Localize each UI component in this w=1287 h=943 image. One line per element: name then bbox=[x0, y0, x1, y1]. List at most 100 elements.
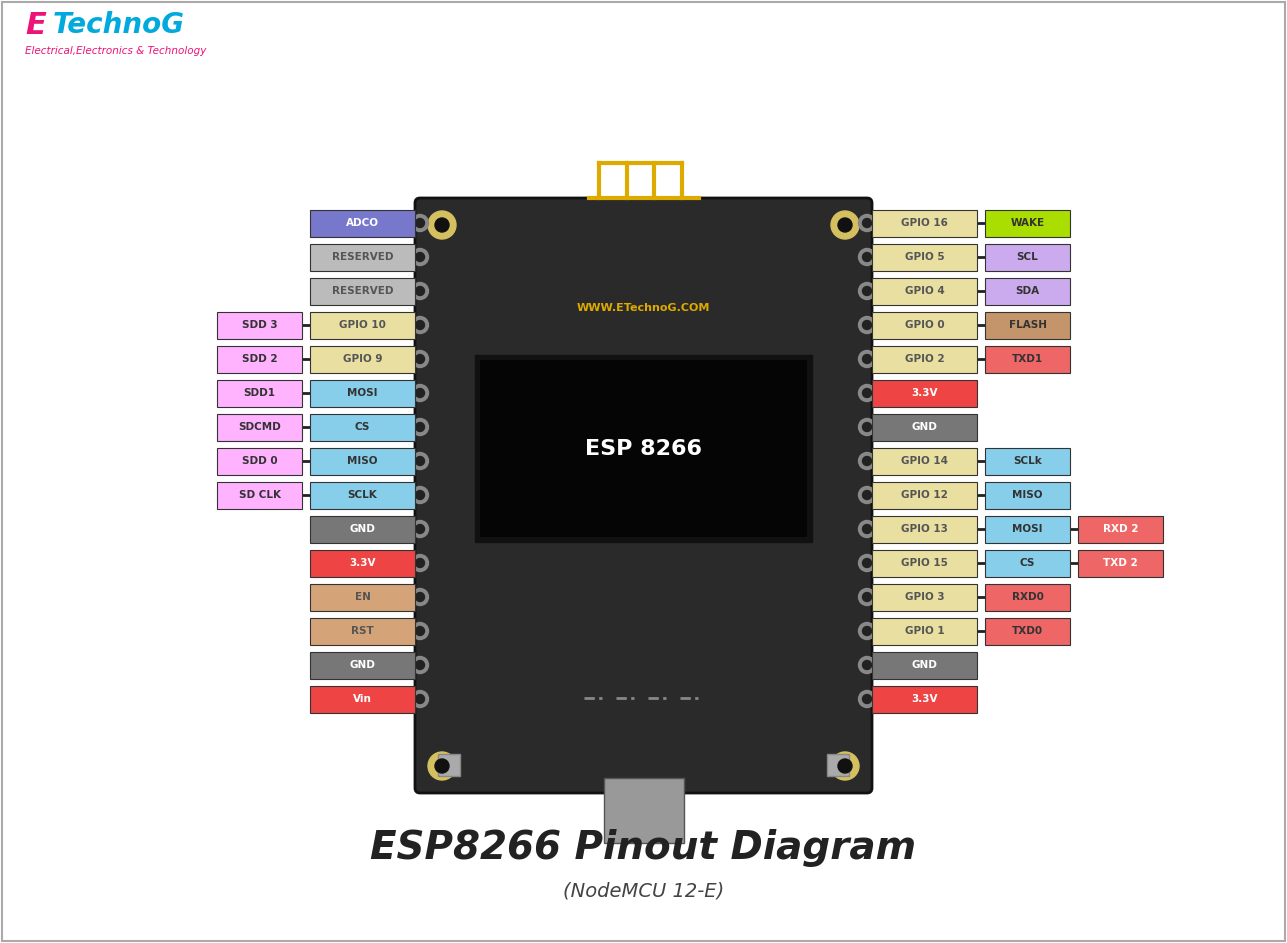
Text: ESP8266 Pinout Diagram: ESP8266 Pinout Diagram bbox=[371, 829, 916, 867]
Text: TXD0: TXD0 bbox=[1012, 626, 1042, 636]
Text: RESERVED: RESERVED bbox=[332, 286, 394, 296]
Text: RXD0: RXD0 bbox=[1012, 592, 1044, 602]
Circle shape bbox=[412, 521, 429, 538]
FancyBboxPatch shape bbox=[873, 686, 977, 713]
FancyBboxPatch shape bbox=[310, 516, 414, 542]
Text: RXD 2: RXD 2 bbox=[1103, 524, 1138, 534]
Text: RESERVED: RESERVED bbox=[332, 252, 394, 262]
FancyBboxPatch shape bbox=[985, 311, 1069, 339]
FancyBboxPatch shape bbox=[985, 550, 1069, 576]
Circle shape bbox=[858, 283, 875, 300]
FancyBboxPatch shape bbox=[310, 482, 414, 508]
Text: ADCO: ADCO bbox=[346, 218, 378, 228]
FancyBboxPatch shape bbox=[873, 448, 977, 474]
Circle shape bbox=[858, 351, 875, 368]
Circle shape bbox=[416, 219, 425, 227]
Circle shape bbox=[831, 752, 858, 780]
FancyBboxPatch shape bbox=[310, 413, 414, 440]
Circle shape bbox=[416, 321, 425, 329]
Circle shape bbox=[858, 317, 875, 334]
Circle shape bbox=[862, 287, 871, 295]
Circle shape bbox=[858, 249, 875, 266]
Text: MOSI: MOSI bbox=[347, 388, 378, 398]
Circle shape bbox=[858, 554, 875, 571]
Circle shape bbox=[416, 558, 425, 568]
FancyBboxPatch shape bbox=[873, 277, 977, 305]
Text: GND: GND bbox=[911, 422, 937, 432]
Circle shape bbox=[416, 626, 425, 636]
FancyBboxPatch shape bbox=[985, 209, 1069, 237]
FancyBboxPatch shape bbox=[310, 311, 414, 339]
FancyBboxPatch shape bbox=[985, 243, 1069, 271]
Circle shape bbox=[858, 588, 875, 605]
Text: WWW.ETechnoG.COM: WWW.ETechnoG.COM bbox=[577, 304, 710, 313]
Circle shape bbox=[862, 694, 871, 703]
FancyBboxPatch shape bbox=[985, 584, 1069, 610]
Circle shape bbox=[416, 694, 425, 703]
Circle shape bbox=[862, 219, 871, 227]
Text: GPIO 4: GPIO 4 bbox=[905, 286, 945, 296]
FancyBboxPatch shape bbox=[985, 277, 1069, 305]
Circle shape bbox=[858, 622, 875, 639]
FancyBboxPatch shape bbox=[218, 311, 302, 339]
Text: SDD 3: SDD 3 bbox=[242, 320, 277, 330]
Text: SCLk: SCLk bbox=[1013, 456, 1042, 466]
Circle shape bbox=[412, 690, 429, 707]
Text: GPIO 5: GPIO 5 bbox=[905, 252, 945, 262]
FancyBboxPatch shape bbox=[873, 550, 977, 576]
Circle shape bbox=[416, 355, 425, 363]
Text: GPIO 16: GPIO 16 bbox=[901, 218, 949, 228]
FancyBboxPatch shape bbox=[310, 618, 414, 644]
Text: SD CLK: SD CLK bbox=[238, 490, 281, 500]
Circle shape bbox=[412, 317, 429, 334]
Circle shape bbox=[429, 752, 456, 780]
FancyBboxPatch shape bbox=[310, 209, 414, 237]
FancyBboxPatch shape bbox=[873, 379, 977, 406]
Text: GPIO 13: GPIO 13 bbox=[901, 524, 949, 534]
Circle shape bbox=[416, 660, 425, 670]
Circle shape bbox=[416, 524, 425, 534]
Text: 3.3V: 3.3V bbox=[911, 694, 938, 704]
Circle shape bbox=[412, 453, 429, 470]
Text: GND: GND bbox=[350, 524, 376, 534]
Circle shape bbox=[862, 592, 871, 602]
Text: MISO: MISO bbox=[1013, 490, 1042, 500]
Circle shape bbox=[412, 419, 429, 436]
FancyBboxPatch shape bbox=[310, 584, 414, 610]
Circle shape bbox=[429, 211, 456, 239]
FancyBboxPatch shape bbox=[873, 584, 977, 610]
FancyBboxPatch shape bbox=[218, 413, 302, 440]
Circle shape bbox=[862, 321, 871, 329]
FancyBboxPatch shape bbox=[310, 379, 414, 406]
Circle shape bbox=[412, 487, 429, 504]
Text: GPIO 2: GPIO 2 bbox=[905, 354, 945, 364]
Text: GPIO 12: GPIO 12 bbox=[901, 490, 949, 500]
Circle shape bbox=[416, 253, 425, 261]
Circle shape bbox=[862, 626, 871, 636]
Text: SDCMD: SDCMD bbox=[238, 422, 281, 432]
Circle shape bbox=[862, 422, 871, 432]
FancyBboxPatch shape bbox=[873, 652, 977, 679]
Circle shape bbox=[412, 656, 429, 673]
Text: SDD 2: SDD 2 bbox=[242, 354, 277, 364]
FancyBboxPatch shape bbox=[310, 277, 414, 305]
FancyBboxPatch shape bbox=[828, 754, 849, 776]
Circle shape bbox=[838, 218, 852, 232]
Text: RST: RST bbox=[351, 626, 375, 636]
Text: E: E bbox=[24, 10, 46, 40]
FancyBboxPatch shape bbox=[218, 379, 302, 406]
Text: GPIO 9: GPIO 9 bbox=[342, 354, 382, 364]
FancyBboxPatch shape bbox=[604, 778, 683, 843]
FancyBboxPatch shape bbox=[218, 345, 302, 372]
Circle shape bbox=[858, 419, 875, 436]
Circle shape bbox=[838, 759, 852, 773]
Circle shape bbox=[412, 249, 429, 266]
Text: GPIO 15: GPIO 15 bbox=[901, 558, 949, 568]
FancyBboxPatch shape bbox=[985, 448, 1069, 474]
Circle shape bbox=[412, 588, 429, 605]
Text: GPIO 1: GPIO 1 bbox=[905, 626, 945, 636]
Text: GPIO 3: GPIO 3 bbox=[905, 592, 945, 602]
Circle shape bbox=[416, 592, 425, 602]
Circle shape bbox=[412, 385, 429, 402]
FancyBboxPatch shape bbox=[985, 618, 1069, 644]
